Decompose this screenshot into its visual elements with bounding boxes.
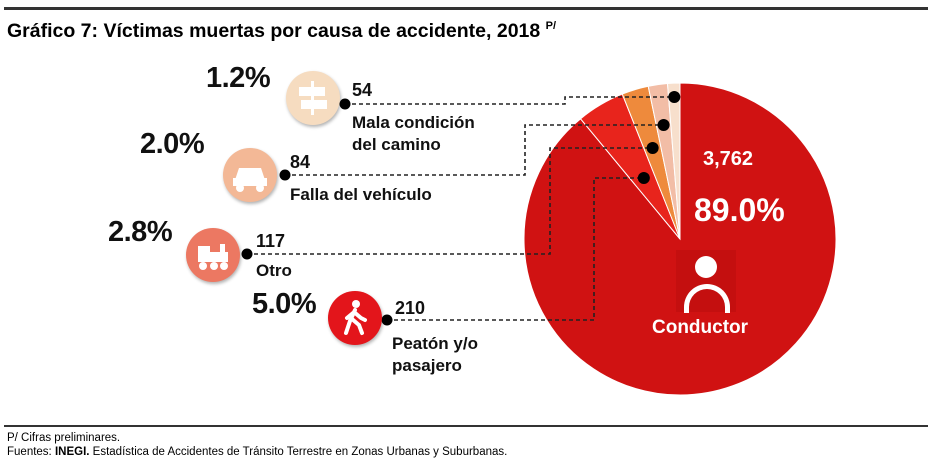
pct-conductor: 89.0% [694,192,785,228]
pct-falla: 2.0% [140,128,205,160]
title-superscript: P/ [545,20,557,32]
leader-line-1 [387,177,644,321]
car-icon [223,148,277,202]
driver-icon [676,250,736,313]
label-conductor: Conductor [652,317,749,338]
footer-note: P/ Cifras preliminares. [7,432,121,444]
footer-rule [4,425,928,427]
label-peaton: Peatón y/o pasajero [392,333,478,377]
chart-title: Gráfico 7: Víctimas muertas por causa de… [7,20,556,43]
source-org: INEGI. [54,446,90,458]
footer-source: Fuentes: INEGI. Estadística de Accidente… [7,446,507,458]
pedestrian-icon [328,291,382,345]
leader-dot [646,142,659,154]
value-mala: 54 [352,80,373,100]
value-otro: 117 [256,231,286,251]
value-peaton: 210 [395,298,426,318]
top-rule [4,7,928,10]
leader-line-3 [285,124,664,176]
label-peaton-line1: Peatón y/o [392,334,478,353]
leader-dot [381,314,393,326]
leader-dot [637,172,650,184]
leader-dot [668,91,681,103]
value-falla: 84 [290,152,311,172]
label-mala-line2: del camino [352,135,441,154]
label-peaton-line2: pasajero [392,356,462,375]
value-conductor: 3,762 [703,148,754,170]
label-otro: Otro [256,261,292,280]
train-icon [186,228,240,282]
leader-dot [241,248,253,260]
label-falla: Falla del vehículo [290,185,432,204]
pie-slice-4 [666,82,681,240]
pct-peaton: 5.0% [252,288,317,320]
label-mala-line1: Mala condición [352,113,475,132]
leader-dot [339,98,351,110]
leader-dot [657,119,670,131]
pct-otro: 2.8% [108,216,173,248]
source-text: Estadística de Accidentes de Tránsito Te… [89,446,508,458]
road-sign-icon [286,71,340,125]
pct-mala: 1.2% [206,62,271,94]
title-text: Gráfico 7: Víctimas muertas por causa de… [7,20,541,42]
leader-line-4 [345,96,675,105]
leader-dot [279,169,291,181]
label-mala: Mala condición del camino [352,112,475,156]
source-prefix: Fuentes: [7,446,55,458]
